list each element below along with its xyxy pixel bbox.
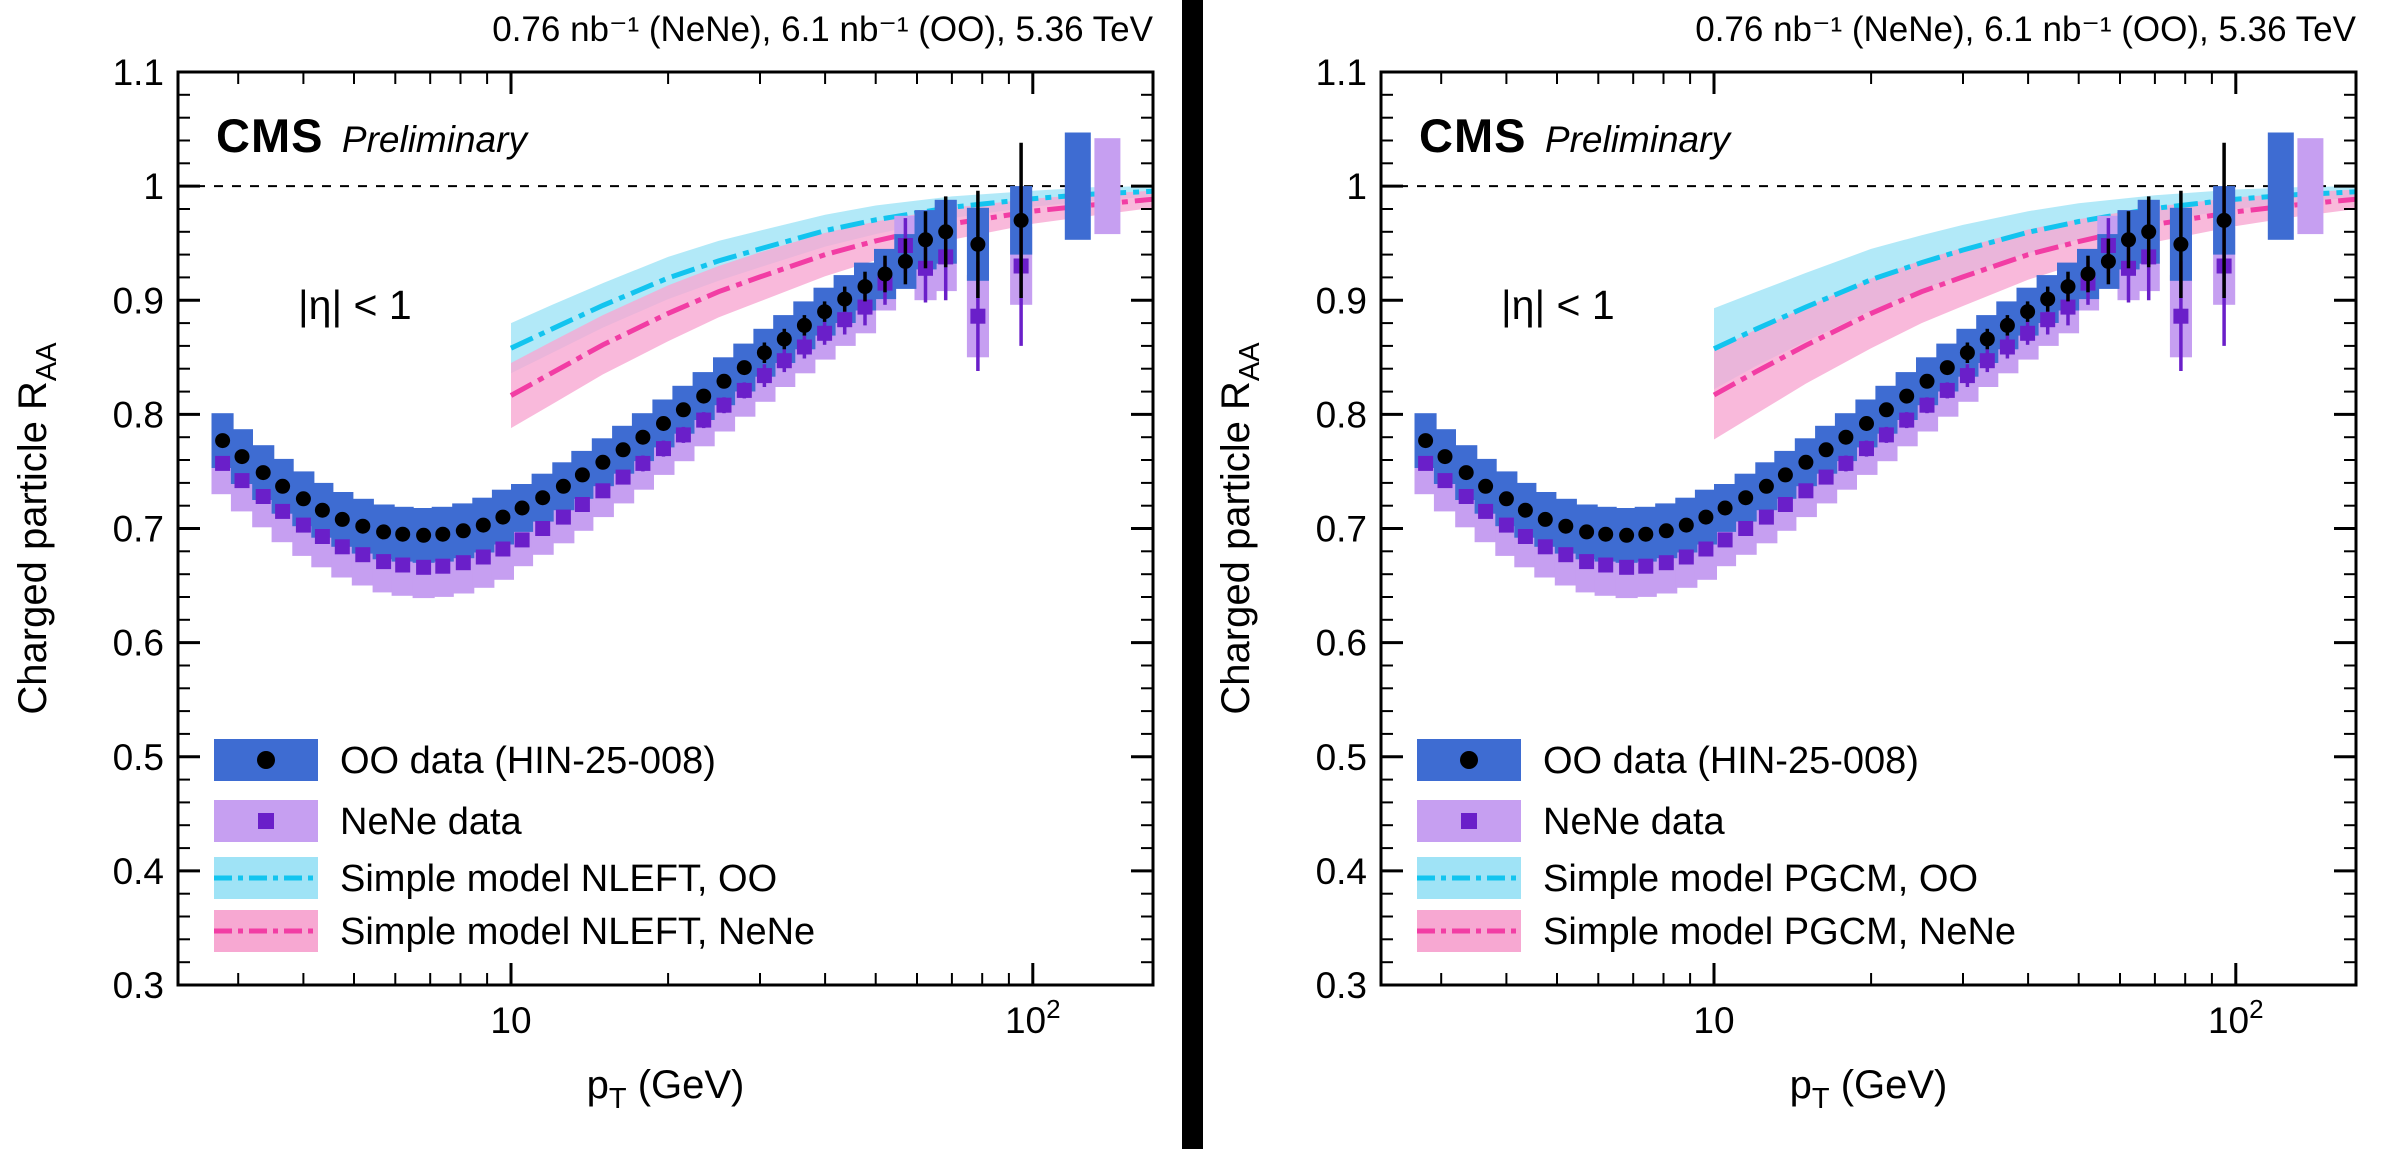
- svg-text:0.9: 0.9: [113, 280, 164, 321]
- raa-plot-right: 10 102 0.3 0.4 0.5 0.6 0.7 0.8 0.9 1 1.1 pT (GeV) Ch…: [1214, 52, 2358, 1115]
- lumi-header: 0.76 nb⁻¹ (NeNe), 6.1 nb⁻¹ (OO), 5.36 Te…: [492, 10, 1153, 49]
- svg-text:Simple model PGCM, NeNe: Simple model PGCM, NeNe: [1543, 911, 2016, 953]
- svg-text:Charged particle RAA: Charged particle RAA: [1214, 342, 1266, 715]
- eta-cut-label: |η| < 1: [298, 282, 412, 328]
- svg-text:0.5: 0.5: [113, 737, 164, 778]
- cms-label: CMS: [1419, 109, 1527, 162]
- svg-text:0.6: 0.6: [113, 623, 164, 664]
- svg-text:pT (GeV): pT (GeV): [1790, 1063, 1948, 1115]
- svg-text:10: 10: [490, 1000, 531, 1041]
- svg-text:1: 1: [1346, 166, 1367, 207]
- raa-plot-left: 10 102 0.3 0.4 0.5 0.6 0.7 0.8 0.9 1 1.1 pT (GeV) Ch…: [11, 52, 1155, 1115]
- preliminary-label: Preliminary: [1544, 119, 1730, 160]
- svg-text:0.4: 0.4: [113, 851, 164, 892]
- svg-text:Charged particle RAA: Charged particle RAA: [11, 342, 63, 715]
- svg-text:10: 10: [1693, 1000, 1734, 1041]
- cms-label-line: CMS Preliminary: [216, 108, 527, 163]
- svg-text:1.1: 1.1: [1316, 52, 1367, 93]
- svg-text:102: 102: [2208, 994, 2264, 1041]
- cms-label: CMS: [216, 109, 324, 162]
- panel-right: 10 102 0.3 0.4 0.5 0.6 0.7 0.8 0.9 1 1.1 pT (GeV) Ch…: [1203, 0, 2385, 1149]
- panel-divider: [1182, 0, 1203, 1149]
- svg-text:0.3: 0.3: [113, 965, 164, 1006]
- svg-text:0.6: 0.6: [1316, 623, 1367, 664]
- svg-text:NeNe data: NeNe data: [340, 801, 523, 843]
- svg-text:0.4: 0.4: [1316, 851, 1367, 892]
- panel-left: 10 102 0.3 0.4 0.5 0.6 0.7 0.8 0.9 1 1.1 pT (GeV) Ch…: [0, 0, 1182, 1149]
- cms-label-line: CMS Preliminary: [1419, 108, 1730, 163]
- svg-text:0.3: 0.3: [1316, 965, 1367, 1006]
- lumi-header: 0.76 nb⁻¹ (NeNe), 6.1 nb⁻¹ (OO), 5.36 Te…: [1695, 10, 2356, 49]
- svg-text:OO data (HIN-25-008): OO data (HIN-25-008): [1543, 740, 1919, 782]
- svg-text:OO data (HIN-25-008): OO data (HIN-25-008): [340, 740, 716, 782]
- svg-text:Simple model NLEFT, NeNe: Simple model NLEFT, NeNe: [340, 911, 815, 953]
- svg-text:0.7: 0.7: [1316, 509, 1367, 550]
- svg-text:pT (GeV): pT (GeV): [587, 1063, 745, 1115]
- eta-cut-label: |η| < 1: [1501, 282, 1615, 328]
- svg-text:1.1: 1.1: [113, 52, 164, 93]
- svg-text:1: 1: [143, 166, 164, 207]
- preliminary-label: Preliminary: [341, 119, 527, 160]
- svg-text:Simple model NLEFT, OO: Simple model NLEFT, OO: [340, 858, 777, 900]
- svg-text:NeNe data: NeNe data: [1543, 801, 1726, 843]
- svg-text:0.8: 0.8: [1316, 394, 1367, 435]
- svg-text:0.9: 0.9: [1316, 280, 1367, 321]
- svg-text:0.5: 0.5: [1316, 737, 1367, 778]
- svg-text:102: 102: [1005, 994, 1061, 1041]
- svg-text:0.7: 0.7: [113, 509, 164, 550]
- svg-text:0.8: 0.8: [113, 394, 164, 435]
- svg-text:Simple model PGCM, OO: Simple model PGCM, OO: [1543, 858, 1978, 900]
